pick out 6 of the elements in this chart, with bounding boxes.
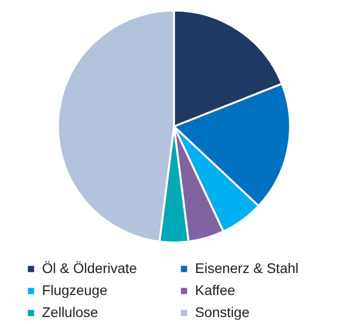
- legend-label: Kaffee: [195, 282, 236, 298]
- legend-label: Zellulose: [42, 304, 98, 320]
- legend-label: Eisenerz & Stahl: [195, 260, 298, 276]
- legend-label: Öl & Ölderivate: [42, 260, 138, 276]
- legend-label: Flugzeuge: [42, 282, 108, 298]
- legend-label: Sonstige: [195, 304, 250, 320]
